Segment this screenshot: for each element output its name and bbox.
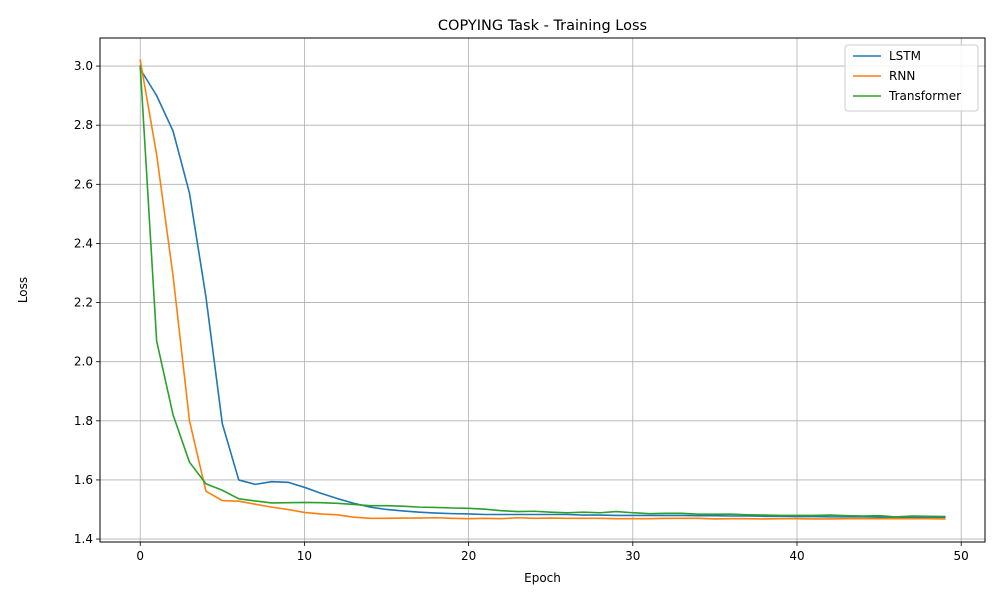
- y-tick-label: 1.6: [74, 473, 93, 487]
- legend-label-transformer: Transformer: [888, 89, 961, 103]
- y-tick-label: 1.8: [74, 414, 93, 428]
- chart-title: COPYING Task - Training Loss: [438, 18, 647, 34]
- legend: LSTM RNN Transformer: [844, 44, 979, 112]
- series-lines: [139, 59, 946, 520]
- x-tick-label: 50: [954, 549, 969, 563]
- series-line-rnn: [139, 59, 946, 520]
- y-tick-label: 2.0: [74, 355, 93, 369]
- x-tick-label: 30: [625, 549, 640, 563]
- x-tick-label: 0: [136, 549, 144, 563]
- x-axis-ticks: 0 10 20 30 40 50: [136, 542, 969, 563]
- x-tick-label: 10: [297, 549, 312, 563]
- y-tick-label: 2.8: [74, 118, 93, 132]
- y-axis-label: Loss: [16, 277, 30, 303]
- legend-label-rnn: RNN: [889, 69, 915, 83]
- legend-box: [844, 44, 979, 112]
- y-tick-label: 2.6: [74, 177, 93, 191]
- plot-frame: [99, 37, 986, 543]
- x-tick-label: 40: [789, 549, 804, 563]
- legend-label-lstm: LSTM: [889, 49, 921, 63]
- y-tick-label: 2.2: [74, 296, 93, 310]
- y-tick-label: 1.4: [74, 532, 93, 546]
- grid: [100, 38, 985, 542]
- x-tick-label: 20: [461, 549, 476, 563]
- x-axis-label: Epoch: [524, 571, 561, 585]
- series-line-lstm: [139, 67, 946, 519]
- y-tick-label: 3.0: [74, 59, 93, 73]
- y-tick-label: 2.4: [74, 236, 93, 250]
- y-axis-ticks: 1.4 1.6 1.8 2.0 2.2 2.4 2.6 2.8 3.0: [74, 59, 100, 546]
- series-line-transformer: [139, 65, 946, 518]
